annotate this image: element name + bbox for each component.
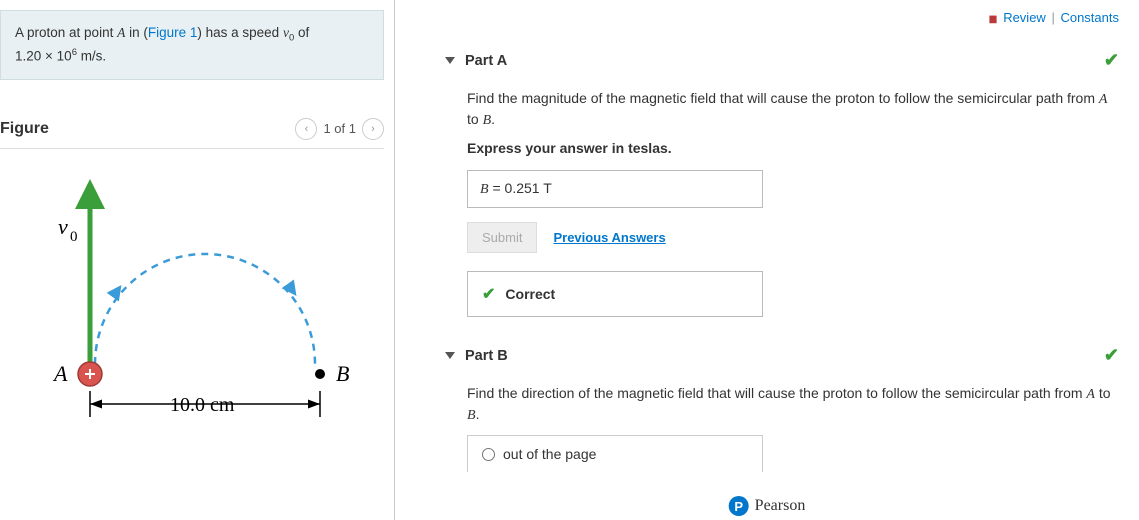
figure-link[interactable]: Figure 1 [148,25,198,40]
check-icon: ✔ [482,284,495,304]
problem-text: A proton at point [15,25,117,40]
part-b-title: Part B [465,348,508,364]
collapse-icon [445,352,455,359]
figure-diagram: v 0 A B 10.0 cm [0,169,384,442]
check-icon: ✔ [1104,345,1119,366]
part-b-question: Find the direction of the magnetic field… [467,384,1119,425]
review-link[interactable]: Review [1003,10,1046,25]
book-icon: ▮▮ [989,14,996,25]
previous-answers-link[interactable]: Previous Answers [553,230,665,245]
pager-text: 1 of 1 [323,121,356,136]
radio-input[interactable] [482,448,495,461]
pearson-logo-icon: P [729,496,749,516]
submit-button[interactable]: Submit [467,222,537,253]
figure-title: Figure [0,120,49,138]
part-a-title: Part A [465,53,507,69]
constants-link[interactable]: Constants [1060,10,1119,25]
correct-label: Correct [505,286,555,302]
collapse-icon [445,57,455,64]
check-icon: ✔ [1104,50,1119,71]
pearson-footer: P Pearson [729,496,806,516]
part-a-instruction: Express your answer in teslas. [467,140,1119,156]
part-a-header[interactable]: Part A ✔ [445,50,1119,71]
pager-next-button[interactable]: › [362,118,384,140]
pager-prev-button[interactable]: ‹ [295,118,317,140]
svg-text:10.0 cm: 10.0 cm [170,394,235,416]
figure-pager: ‹ 1 of 1 › [295,118,384,140]
problem-statement: A proton at point A in (Figure 1) has a … [0,10,384,80]
svg-text:v: v [58,214,68,239]
radio-label: out of the page [503,446,596,462]
part-b-header[interactable]: Part B ✔ [445,345,1119,366]
correct-feedback: ✔ Correct [467,271,763,317]
svg-text:0: 0 [70,229,78,245]
part-a-question: Find the magnitude of the magnetic field… [467,89,1119,130]
answer-input[interactable]: B = 0.251 T [467,170,763,208]
svg-text:B: B [336,361,349,386]
top-links: ▮▮ Review | Constants [445,10,1119,25]
radio-option-out-of-page[interactable]: out of the page [467,435,763,472]
pearson-label: Pearson [755,497,806,515]
svg-text:A: A [52,361,68,386]
